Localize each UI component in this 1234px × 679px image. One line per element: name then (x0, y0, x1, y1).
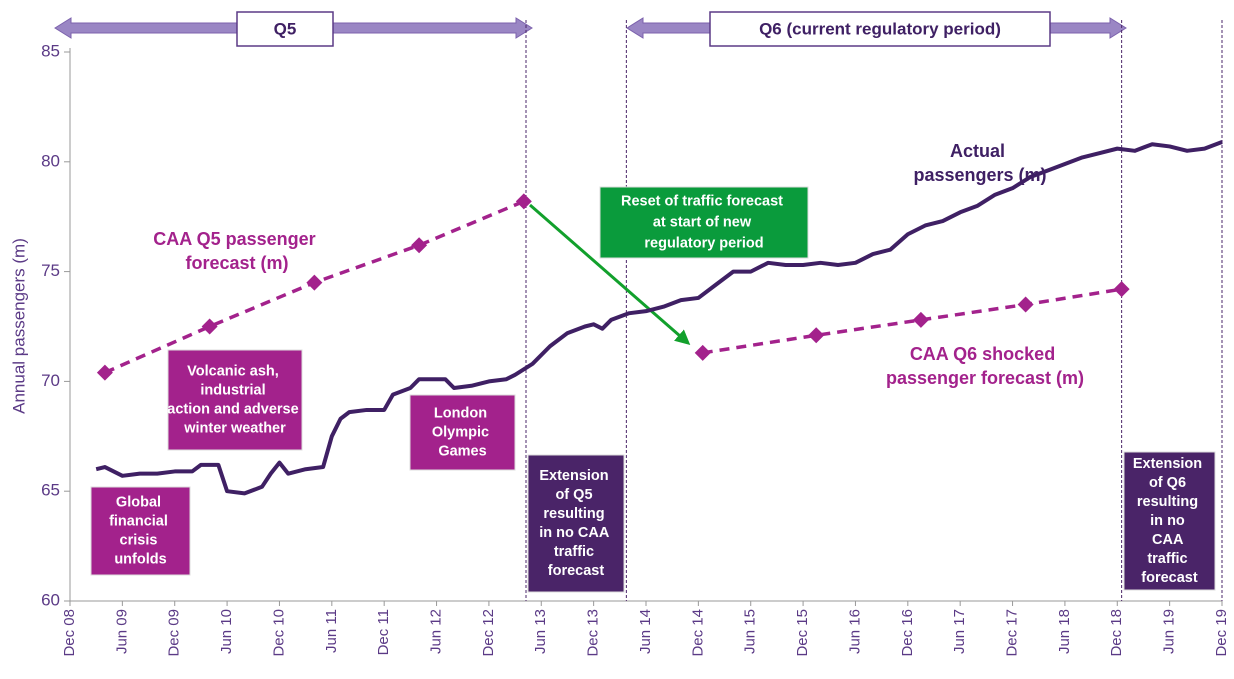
period-label: Q5 (274, 19, 297, 38)
annotation-box (167, 349, 303, 451)
x-tick-label: Jun 15 (742, 609, 759, 654)
x-tick-label: Dec 10 (270, 609, 287, 657)
x-tick-label: Jun 11 (323, 609, 340, 653)
reset-arrow (529, 203, 691, 345)
annotation-box (599, 186, 809, 259)
y-tick-label: 85 (41, 41, 60, 60)
x-tick-label: Jun 18 (1056, 609, 1073, 654)
y-tick-label: 75 (41, 261, 60, 280)
series-line (95, 140, 1223, 496)
x-tick-label: Dec 14 (689, 609, 706, 657)
x-tick-label: Jun 17 (951, 609, 968, 654)
y-tick-label: 65 (41, 481, 60, 500)
x-tick-label: Dec 16 (899, 609, 916, 657)
series-marker (1017, 296, 1034, 313)
x-tick-label: Jun 12 (428, 609, 445, 654)
x-tick-label: Dec 17 (1004, 609, 1021, 657)
x-tick-label: Jun 19 (1161, 609, 1178, 654)
x-tick-label: Jun 16 (846, 609, 863, 654)
series-marker (201, 318, 218, 335)
y-tick-label: 80 (41, 151, 60, 170)
annotation-text: Volcanic ash, industrial action and adve… (167, 363, 302, 436)
x-tick-label: Jun 14 (637, 609, 654, 654)
annotation-text: London Olympic Games (432, 405, 493, 459)
x-tick-label: Jun 13 (532, 609, 549, 654)
annotation-box (1123, 451, 1216, 591)
series-marker (306, 274, 323, 291)
annotation-box (527, 454, 625, 593)
series-marker (912, 311, 929, 328)
x-tick-label: Dec 19 (1213, 609, 1230, 657)
series-label: CAA Q5 passenger forecast (m) (153, 229, 320, 273)
annotation-box (409, 394, 516, 471)
series-marker (96, 364, 113, 381)
annotation-text: Reset of traffic forecast at start of ne… (621, 193, 787, 251)
x-tick-label: Dec 09 (166, 609, 183, 657)
series-marker (411, 237, 428, 254)
x-tick-label: Dec 11 (375, 609, 392, 655)
series-label: Actual passengers (m) (913, 141, 1046, 185)
series-marker (515, 193, 532, 210)
x-tick-label: Jun 10 (218, 609, 235, 654)
annotation-text: Extension of Q5 resulting in no CAA traf… (539, 468, 613, 579)
x-tick-label: Dec 15 (794, 609, 811, 657)
series-marker (694, 344, 711, 361)
x-tick-label: Jun 09 (113, 609, 130, 654)
series-marker (1113, 281, 1130, 298)
series-label: CAA Q6 shocked passenger forecast (m) (886, 344, 1084, 388)
annotation-box (90, 486, 191, 576)
series-marker (808, 327, 825, 344)
y-tick-label: 70 (41, 371, 60, 390)
annotation-text: Extension of Q6 resulting in no CAA traf… (1133, 456, 1206, 586)
x-tick-label: Dec 13 (585, 609, 602, 657)
x-tick-label: Dec 18 (1108, 609, 1125, 657)
y-axis-label: Annual passengers (m) (9, 238, 28, 414)
period-label: Q6 (current regulatory period) (759, 19, 1001, 38)
y-tick-label: 60 (41, 590, 60, 609)
series-line (702, 287, 1122, 355)
x-tick-label: Dec 12 (480, 609, 497, 657)
period-box (709, 11, 1051, 47)
x-tick-label: Dec 08 (61, 609, 78, 657)
annotation-text: Global financial crisis unfolds (109, 494, 172, 567)
period-box (236, 11, 334, 47)
